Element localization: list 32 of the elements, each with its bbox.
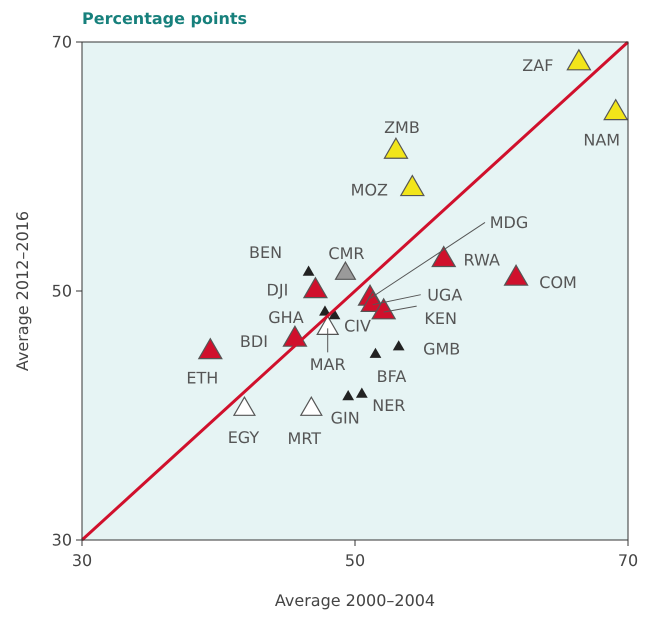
annotation: MOZ xyxy=(350,180,388,200)
annotation: ZMB xyxy=(384,118,420,138)
annotation: NER xyxy=(372,396,406,415)
annotation: CMR xyxy=(328,244,364,264)
y-tick-label: 50 xyxy=(52,282,72,301)
y-tick-label: 30 xyxy=(52,530,72,550)
annotation: BEN xyxy=(249,242,282,262)
annotation: NAM xyxy=(583,130,620,150)
x-axis-title: Average 2000–2004 xyxy=(274,591,436,610)
annotation: COM xyxy=(539,273,577,292)
annotation: BFA xyxy=(376,367,406,386)
annotation: MAR xyxy=(310,354,346,374)
annotation: MDG xyxy=(490,213,528,232)
chart-title: Percentage points xyxy=(82,9,248,28)
annotation: GIN xyxy=(330,408,360,428)
annotation: EGY xyxy=(228,428,260,447)
annotation: CIV xyxy=(344,316,371,336)
annotation: MRT xyxy=(288,428,322,448)
annotation: BDI xyxy=(240,332,268,352)
annotation: UGA xyxy=(427,285,462,304)
annotation: GHA xyxy=(268,308,304,327)
annotation: ETH xyxy=(186,368,218,388)
annotation: ZAF xyxy=(522,56,554,75)
annotation: DJI xyxy=(266,280,288,300)
y-axis-title: Average 2012–2016 xyxy=(13,210,32,372)
annotation: GMB xyxy=(423,340,460,359)
x-tick-label: 30 xyxy=(72,551,92,570)
x-tick-label: 70 xyxy=(618,551,638,570)
annotation: KEN xyxy=(424,308,457,328)
annotation: RWA xyxy=(464,250,500,270)
x-tick-label: 50 xyxy=(344,551,366,570)
y-tick-label: 70 xyxy=(52,32,72,52)
